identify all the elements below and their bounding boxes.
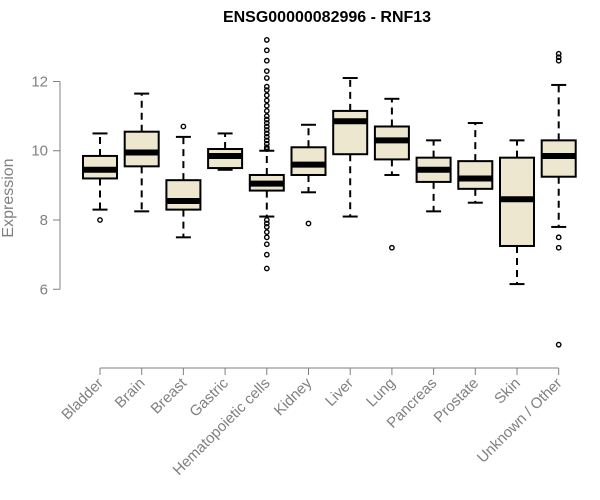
y-tick-label: 12: [31, 73, 48, 90]
outlier-point: [263, 265, 270, 272]
outlier-point: [263, 57, 270, 64]
x-tick-label: Bladder: [58, 375, 107, 424]
box-gastric: [207, 132, 244, 171]
outlier-point: [263, 127, 270, 133]
outlier-point: [263, 251, 270, 258]
x-tick-label: Prostate: [431, 375, 483, 427]
y-tick-label: 8: [40, 212, 48, 229]
x-tick-label: Lung: [363, 375, 399, 411]
outlier-point: [263, 229, 270, 236]
outlier-point: [263, 234, 270, 241]
outlier-point: [263, 137, 270, 144]
outlier-point: [263, 83, 270, 90]
y-axis: 6 8 10 12: [31, 73, 61, 298]
outlier-point: [263, 140, 270, 147]
iqr-box: [457, 160, 494, 190]
iqr-box: [332, 109, 369, 156]
outlier-point: [263, 123, 270, 130]
y-tick-label: 10: [31, 143, 48, 160]
outlier-point: [263, 120, 270, 126]
box-liver: [332, 77, 369, 218]
box-prostate: [457, 122, 494, 204]
outlier-point: [555, 57, 562, 64]
y-axis-label: Expression: [0, 158, 17, 237]
outlier-point: [263, 224, 270, 230]
outlier-point: [263, 75, 270, 81]
box-unknown-other: [540, 50, 577, 348]
outlier-point: [263, 220, 270, 227]
outlier-point: [263, 92, 270, 99]
box-kidney: [290, 123, 327, 227]
outlier-point: [263, 113, 270, 120]
outlier-point: [555, 244, 562, 251]
x-tick-label: Liver: [322, 375, 357, 410]
outlier-point: [263, 241, 270, 248]
outlier-point: [305, 220, 312, 227]
x-tick-label: Kidney: [271, 374, 316, 419]
outlier-point: [555, 234, 562, 241]
x-tick-label: Skin: [491, 375, 524, 408]
outlier-point: [263, 37, 270, 43]
y-tick-label: 6: [40, 281, 48, 298]
iqr-box: [290, 146, 327, 176]
chart-title: ENSG00000082996 - RNF13: [223, 9, 431, 26]
box-breast: [165, 123, 202, 239]
box-group: [82, 37, 577, 348]
iqr-box: [123, 130, 160, 168]
outlier-point: [263, 217, 270, 223]
outlier-point: [263, 68, 270, 74]
box-lung: [373, 97, 410, 251]
x-tick-label: Breast: [148, 374, 191, 417]
box-pancreas: [415, 139, 452, 213]
outlier-point: [263, 97, 270, 104]
outlier-point: [263, 87, 270, 94]
outlier-point: [555, 54, 562, 61]
iqr-box: [165, 179, 202, 211]
x-tick-label: Brain: [112, 375, 149, 412]
outlier-point: [180, 123, 187, 130]
outlier-point: [263, 146, 270, 152]
outlier-point: [555, 341, 562, 348]
box-hematopoietic-cells: [248, 37, 285, 272]
outlier-point: [555, 50, 562, 57]
outlier-point: [388, 244, 395, 251]
outlier-point: [263, 102, 270, 109]
outlier-point: [263, 130, 270, 137]
outlier-point: [263, 116, 270, 123]
outlier-point: [263, 108, 270, 114]
outlier-point: [263, 47, 270, 54]
box-brain: [123, 92, 160, 213]
box-skin: [499, 139, 535, 286]
outlier-point: [97, 217, 103, 223]
box-bladder: [82, 132, 118, 223]
outlier-point: [263, 133, 270, 140]
